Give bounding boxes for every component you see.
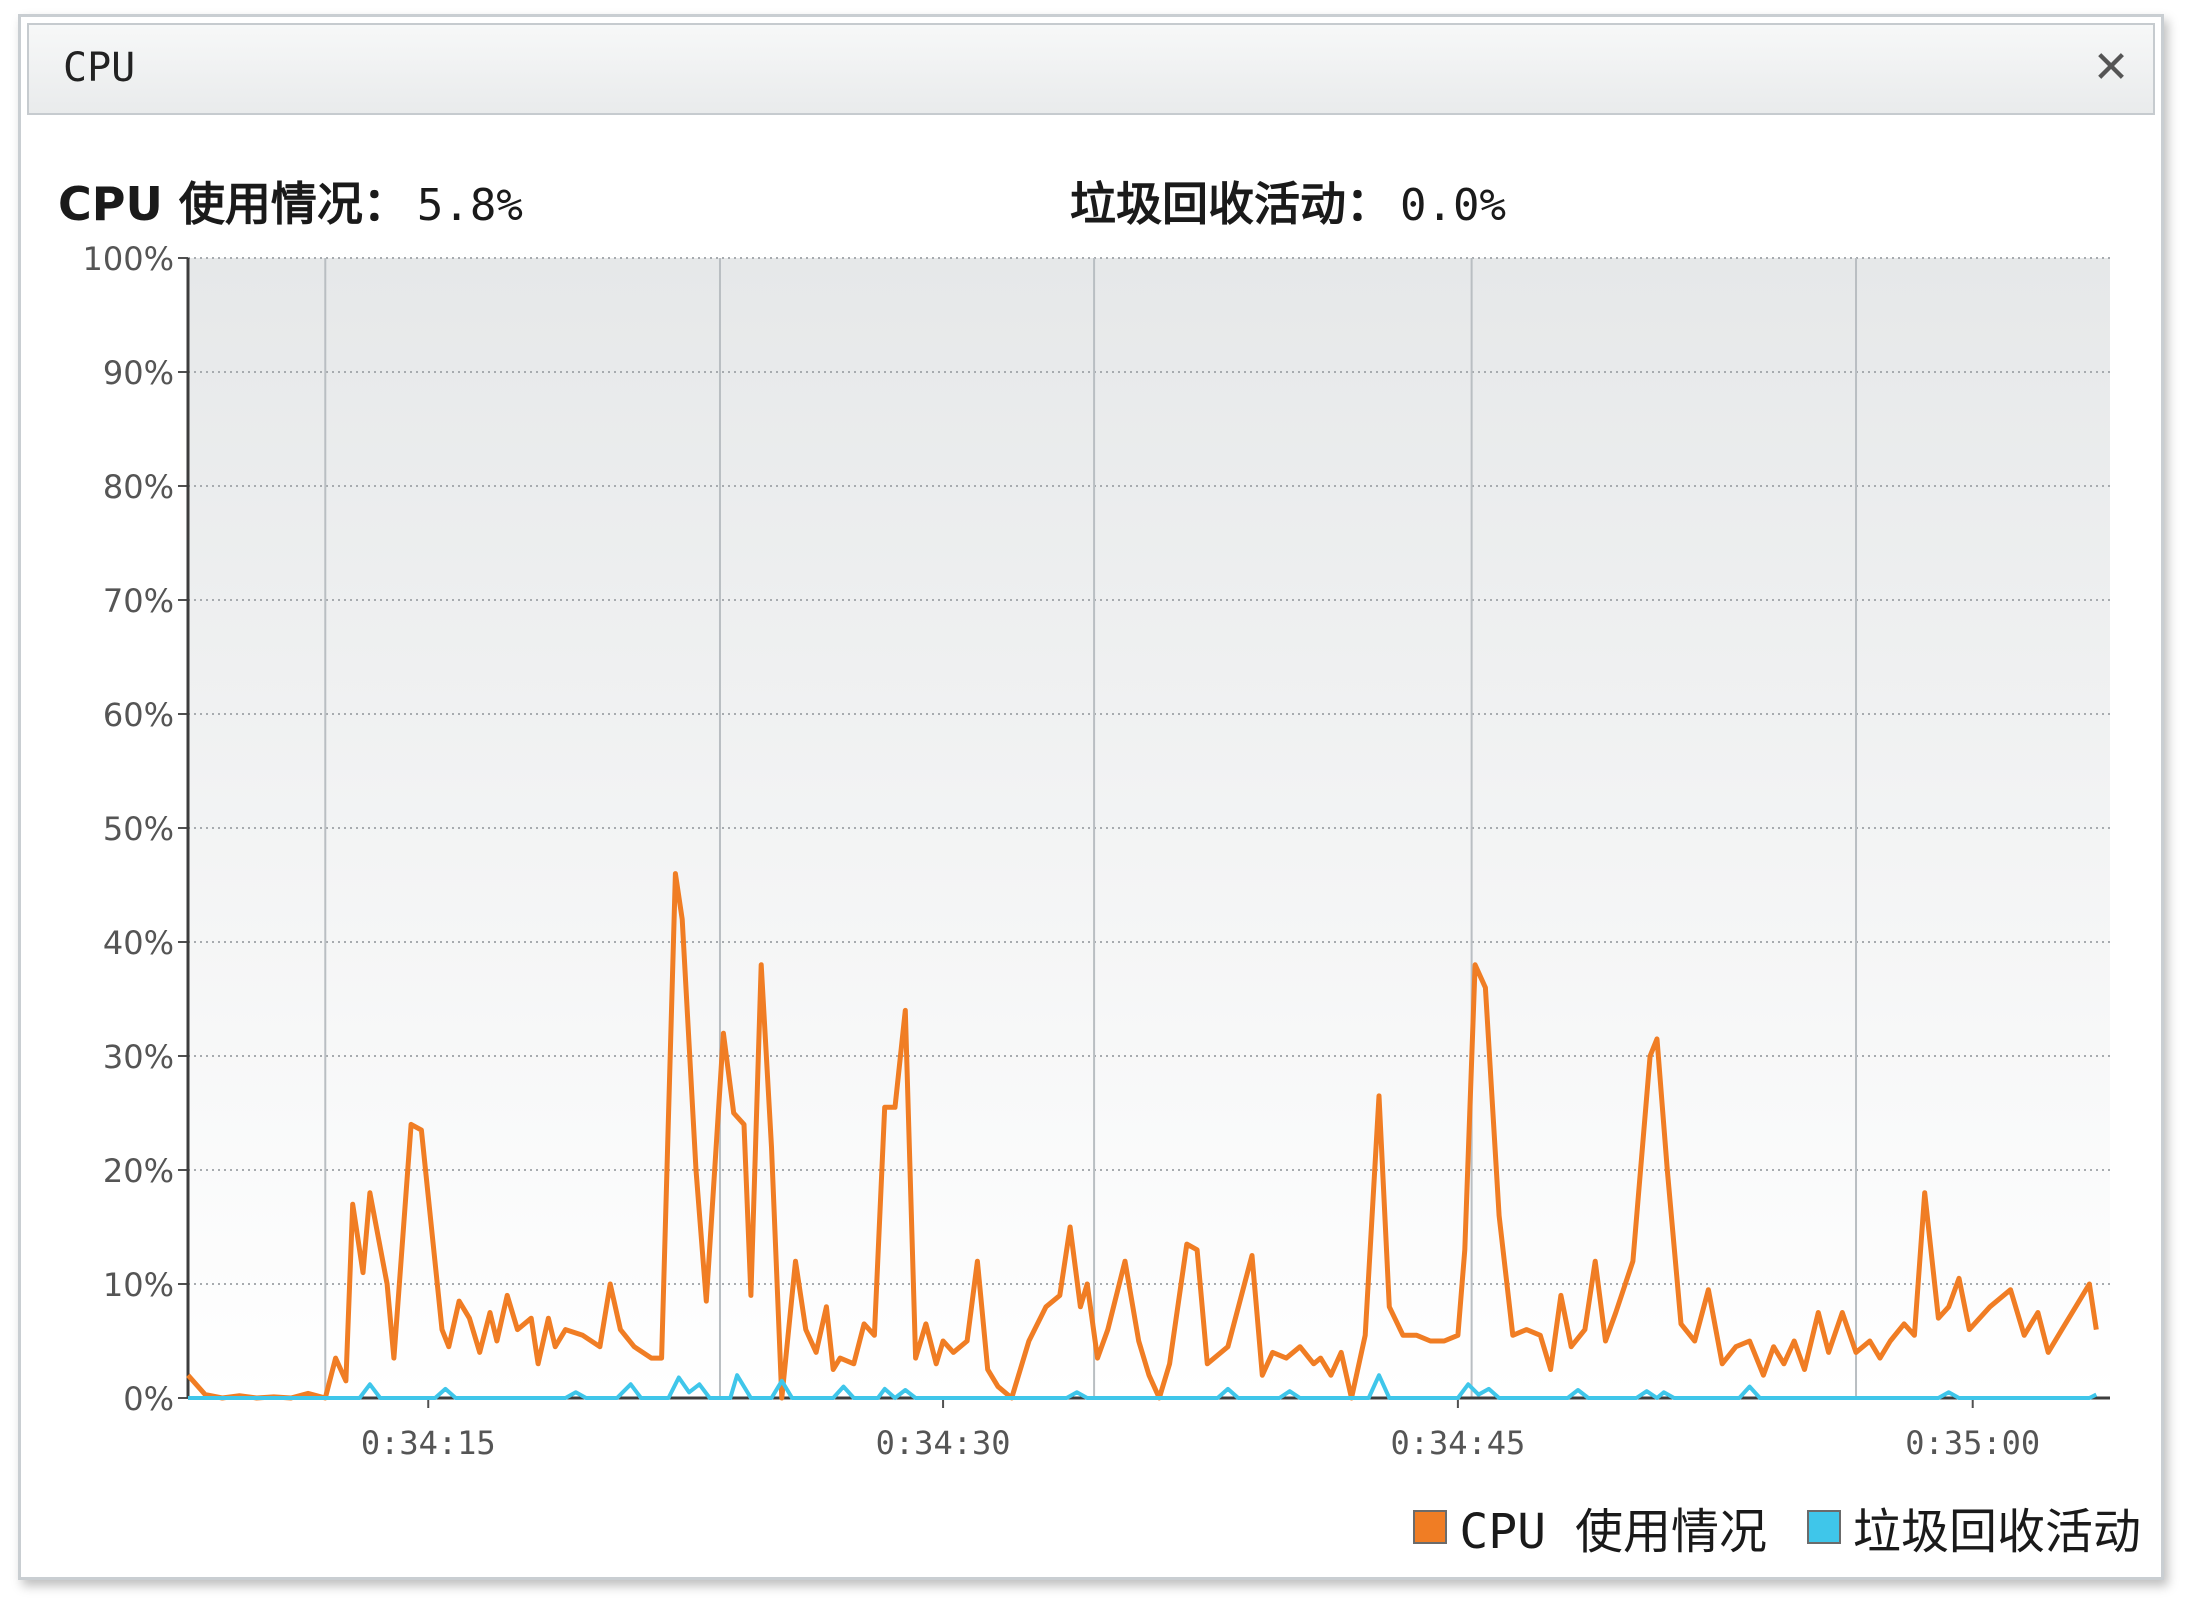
cpu-legend-swatch bbox=[1413, 1510, 1448, 1544]
close-icon: ✕ bbox=[2092, 41, 2130, 93]
window-title: CPU bbox=[63, 45, 136, 91]
cpu-usage-label: CPU 使用情况： bbox=[58, 177, 409, 231]
cpu-usage-series-line bbox=[186, 871, 2099, 1401]
y-tick-label: 70% bbox=[103, 582, 174, 620]
y-tick-label: 30% bbox=[103, 1038, 174, 1076]
y-tick-label: 90% bbox=[103, 354, 174, 392]
y-tick-label: 40% bbox=[103, 924, 174, 962]
x-tick-label: 0:34:45 bbox=[1390, 1424, 1525, 1462]
cpu-usage-value: 5.8% bbox=[416, 180, 523, 231]
chart-legend: CPU 使用情况 垃圾回收活动 bbox=[1373, 1492, 2141, 1562]
gc-activity-value: 0.0% bbox=[1400, 180, 1506, 231]
y-tick-label: 0% bbox=[123, 1380, 174, 1418]
x-tick-label: 0:35:00 bbox=[1905, 1424, 2040, 1462]
gc-activity-stat: 垃圾回收活动： 0.0% bbox=[1070, 168, 1506, 234]
legend-item-cpu: CPU 使用情况 bbox=[1413, 1492, 1767, 1562]
close-button[interactable]: ✕ bbox=[2083, 39, 2139, 95]
cpu-legend-label: CPU 使用情况 bbox=[1459, 1504, 1767, 1560]
y-tick-label: 20% bbox=[103, 1152, 174, 1190]
cpu-usage-stat: CPU 使用情况： 5.8% bbox=[58, 168, 523, 234]
y-tick-label: 10% bbox=[103, 1266, 174, 1304]
gc-activity-label: 垃圾回收活动： bbox=[1070, 177, 1392, 231]
legend-item-gc: 垃圾回收活动 bbox=[1806, 1492, 2141, 1562]
gc-activity-series-line bbox=[188, 1373, 2098, 1400]
gc-legend-swatch bbox=[1806, 1510, 1841, 1544]
y-tick-label: 50% bbox=[103, 810, 174, 848]
x-tick-label: 0:34:15 bbox=[361, 1424, 496, 1462]
y-tick-label: 100% bbox=[83, 240, 174, 278]
gc-legend-label: 垃圾回收活动 bbox=[1852, 1504, 2141, 1560]
y-tick-label: 60% bbox=[103, 696, 174, 734]
x-tick-label: 0:34:30 bbox=[876, 1424, 1011, 1462]
y-tick-label: 80% bbox=[103, 468, 174, 506]
title-bar: CPU ✕ bbox=[27, 23, 2155, 115]
